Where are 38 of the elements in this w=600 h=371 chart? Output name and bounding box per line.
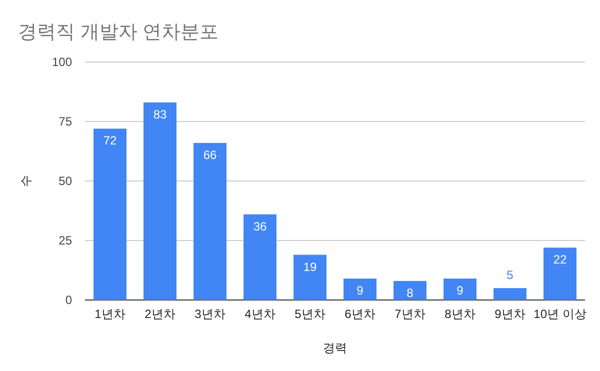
bar xyxy=(344,278,376,300)
data-label: 72 xyxy=(103,134,117,148)
x-tick-label: 4년차 xyxy=(244,307,276,321)
data-label: 83 xyxy=(153,107,167,122)
data-label: 19 xyxy=(303,260,317,274)
data-label: 8 xyxy=(406,286,414,300)
y-tick-label: 25 xyxy=(58,234,72,248)
x-tick-label: 6년차 xyxy=(344,307,376,321)
bar xyxy=(494,288,526,300)
x-tick-label: 3년차 xyxy=(194,307,226,321)
bar xyxy=(244,214,276,300)
y-tick-label: 0 xyxy=(65,293,72,307)
bar xyxy=(394,280,426,300)
data-label: 9 xyxy=(356,284,364,298)
data-label: 36 xyxy=(253,219,267,234)
y-axis-title: 수 xyxy=(19,175,33,187)
x-tick-label: 2년차 xyxy=(144,307,176,321)
bar xyxy=(94,128,126,300)
bar xyxy=(444,278,476,300)
x-tick-label: 7년차 xyxy=(394,307,426,321)
bar xyxy=(294,254,326,300)
y-tick-label: 75 xyxy=(58,114,72,128)
x-tick-label: 1년차 xyxy=(94,307,126,321)
bar xyxy=(544,248,576,300)
y-tick-label: 100 xyxy=(52,55,72,69)
y-tick-label: 50 xyxy=(58,174,72,188)
x-tick-label: 8년차 xyxy=(444,307,476,321)
data-label: 22 xyxy=(553,252,567,267)
data-label: 5 xyxy=(506,268,514,282)
x-tick-label: 10년 이상 xyxy=(534,307,586,321)
bar xyxy=(194,142,226,300)
x-tick-label: 5년차 xyxy=(294,307,326,321)
data-label: 9 xyxy=(456,284,464,298)
bar xyxy=(144,102,176,300)
x-tick-label: 9년차 xyxy=(494,307,526,321)
data-label: 66 xyxy=(203,148,217,162)
x-axis-title: 경력 xyxy=(323,341,347,355)
chart-title: 경력직 개발자 연차분포 xyxy=(18,22,219,43)
